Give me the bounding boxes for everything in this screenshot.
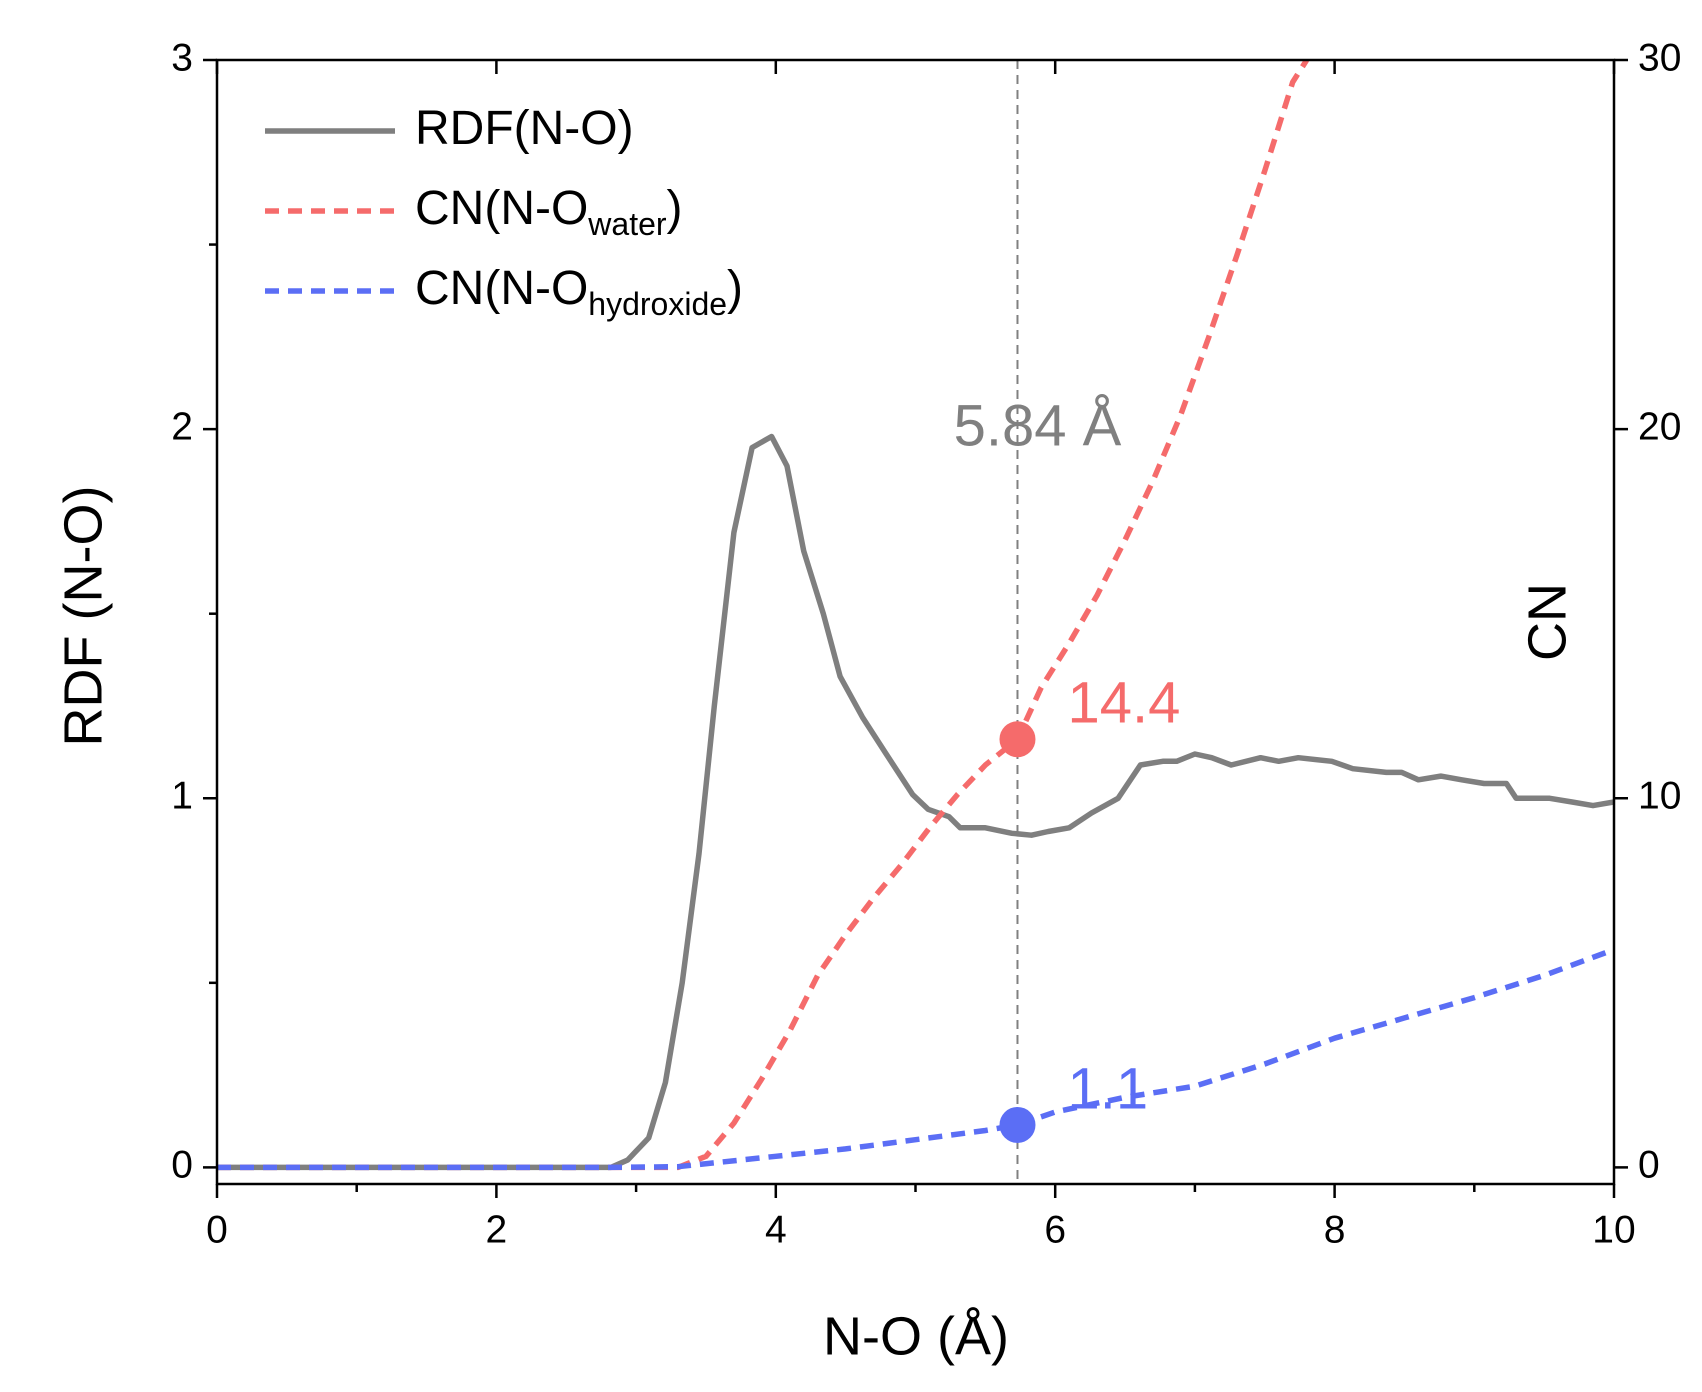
series-line xyxy=(217,60,1310,1171)
y-tick-label: 1 xyxy=(171,775,193,818)
series-line xyxy=(217,947,1614,1171)
x-tick-label: 8 xyxy=(1324,1208,1346,1251)
y-axis-title: RDF (N-O) xyxy=(53,486,113,747)
y2-tick-label: 0 xyxy=(1638,1144,1660,1187)
legend-label-part: hydroxide xyxy=(588,286,727,322)
legend-label: CN(N-Ohydroxide) xyxy=(415,262,743,323)
y-tick-label: 0 xyxy=(171,1144,193,1187)
y-tick-label: 3 xyxy=(171,36,193,79)
y2-tick-label: 20 xyxy=(1638,405,1681,448)
legend-label-part: ) xyxy=(727,262,743,315)
y2-tick-label: 10 xyxy=(1638,775,1681,818)
reference-label: 5.84 Å xyxy=(954,393,1122,458)
x-tick-label: 6 xyxy=(1044,1208,1066,1251)
legend-label-part: water xyxy=(587,206,667,242)
legend-label-part: CN(N-O xyxy=(415,182,588,235)
legend-label-part: RDF(N-O) xyxy=(415,102,634,155)
y2-axis-title: CN xyxy=(1517,583,1577,661)
marker-label: 1.1 xyxy=(1067,1056,1148,1121)
y-tick-label: 2 xyxy=(171,405,193,448)
x-tick-label: 0 xyxy=(206,1208,228,1251)
legend-label-part: CN(N-O xyxy=(415,262,588,315)
series-line xyxy=(217,433,1614,1171)
y2-tick-label: 30 xyxy=(1638,36,1681,79)
marker xyxy=(999,721,1036,758)
legend-label-part: ) xyxy=(667,182,683,235)
legend-label: CN(N-Owater) xyxy=(415,182,683,243)
marker xyxy=(999,1106,1036,1143)
marker-label: 14.4 xyxy=(1067,671,1180,736)
x-tick-label: 10 xyxy=(1592,1208,1635,1251)
x-tick-label: 2 xyxy=(486,1208,508,1251)
legend-label: RDF(N-O) xyxy=(415,102,634,155)
x-tick-label: 4 xyxy=(765,1208,787,1251)
x-axis-title: N-O (Å) xyxy=(823,1306,1009,1366)
